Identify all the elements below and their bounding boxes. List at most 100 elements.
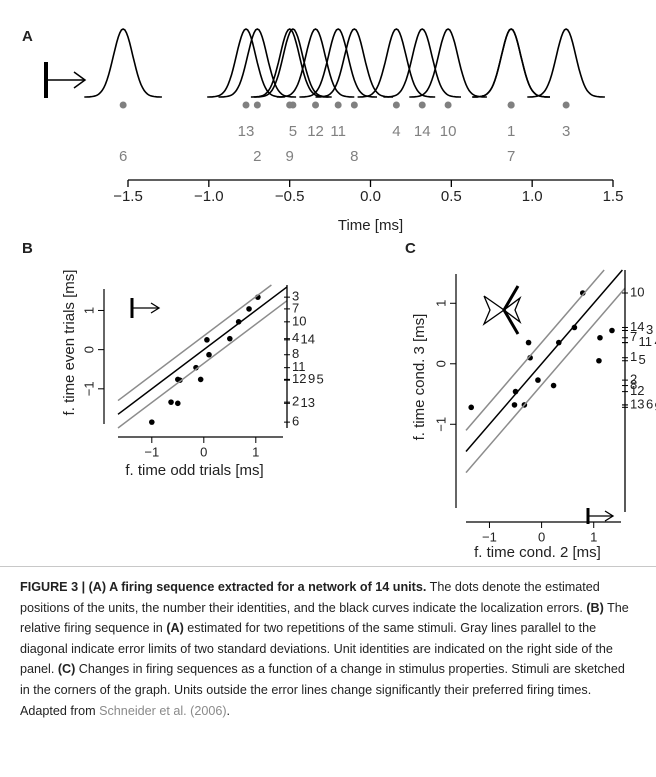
- unit-label: 12: [292, 371, 306, 386]
- unit-dot: [351, 102, 358, 109]
- unit-label: 13: [301, 395, 315, 410]
- x-tick-label: 0: [538, 529, 545, 544]
- x-tick-label: −0.5: [275, 188, 305, 205]
- error-curve: [409, 29, 487, 97]
- unit-label: 13: [238, 123, 255, 140]
- error-limit-line: [118, 285, 271, 401]
- error-limit-line: [466, 288, 625, 473]
- panel-letter: C: [405, 240, 416, 257]
- caption-bold: FIGURE 3 | (A) A firing sequence extract…: [20, 580, 426, 594]
- unit-dot: [286, 102, 293, 109]
- unit-label: 1: [630, 349, 637, 364]
- error-curve: [84, 29, 162, 97]
- x-axis-label: f. time cond. 2 [ms]: [474, 544, 601, 560]
- panel-letter: A: [22, 28, 33, 45]
- x-tick-label: 1: [590, 529, 597, 544]
- unit-label: 14: [414, 123, 431, 140]
- unit-label: 12: [307, 123, 324, 140]
- caption-link[interactable]: Schneider et al. (2006): [99, 704, 226, 718]
- unit-label: 5: [639, 352, 646, 367]
- x-axis-label: Time [ms]: [338, 217, 403, 234]
- unit-label: 9: [308, 371, 315, 386]
- point: [468, 405, 474, 411]
- caption-bold: (A): [166, 621, 183, 635]
- point: [175, 401, 181, 407]
- error-curve: [358, 29, 436, 97]
- point: [526, 340, 532, 346]
- y-axis-label: f. time even trials [ms]: [61, 270, 78, 416]
- unit-dot: [508, 102, 515, 109]
- point: [168, 399, 174, 405]
- caption-normal: .: [227, 704, 231, 718]
- unit-dot: [335, 102, 342, 109]
- unit-label: 2: [292, 394, 299, 409]
- unit-dot: [120, 102, 127, 109]
- unit-label: 7: [630, 329, 637, 344]
- plot-area: [149, 294, 261, 425]
- x-tick-label: −1.5: [113, 188, 143, 205]
- caption-bold: (C): [58, 662, 75, 676]
- unit-dot: [419, 102, 426, 109]
- point: [198, 377, 204, 383]
- unit-dot: [312, 102, 319, 109]
- unit-label: 4: [392, 123, 400, 140]
- point: [512, 402, 518, 408]
- x-tick-label: 0: [200, 444, 207, 459]
- unit-label: 11: [639, 334, 653, 349]
- unit-label: 2: [253, 148, 261, 165]
- x-tick-label: −1.0: [194, 188, 224, 205]
- unit-label: 6: [119, 148, 127, 165]
- x-tick-label: 1.0: [522, 188, 543, 205]
- x-tick-label: 1: [252, 444, 259, 459]
- unit-dot: [393, 102, 400, 109]
- unit-label: 1: [507, 123, 515, 140]
- x-tick-label: 0.0: [360, 188, 381, 205]
- point: [551, 383, 557, 389]
- y-tick-label: 1: [81, 307, 96, 314]
- point: [597, 335, 603, 341]
- unit-label: 11: [330, 123, 346, 140]
- unit-label: 6: [646, 396, 653, 411]
- caption-bold: (B): [586, 601, 603, 615]
- unit-label: 9: [285, 148, 293, 165]
- unit-label: 10: [440, 123, 457, 140]
- stimulus-icon: [132, 298, 159, 318]
- point: [596, 358, 602, 364]
- unit-label: 8: [350, 148, 358, 165]
- point: [206, 352, 212, 358]
- x-tick-label: 0.5: [441, 188, 462, 205]
- y-tick-label: 1: [433, 300, 448, 307]
- unit-label: 5: [289, 123, 297, 140]
- y-tick-label: −1: [433, 417, 448, 432]
- point: [609, 328, 615, 334]
- unit-dot: [254, 102, 261, 109]
- point: [149, 419, 155, 425]
- unit-label: 7: [507, 148, 515, 165]
- point: [246, 306, 252, 312]
- panel-letter: B: [22, 240, 33, 257]
- stimulus-icon: [484, 286, 520, 334]
- x-tick-label: −1: [144, 444, 159, 459]
- unit-label: 14: [301, 331, 315, 346]
- error-curve: [383, 29, 461, 97]
- error-curve: [472, 29, 550, 97]
- x-tick-label: −1: [482, 529, 497, 544]
- stimulus-icon: [46, 62, 85, 98]
- unit-dot: [445, 102, 452, 109]
- unit-label: 3: [562, 123, 570, 140]
- unit-label: 10: [292, 313, 306, 328]
- unit-label: 10: [630, 284, 644, 299]
- error-limit-line: [466, 270, 604, 430]
- unit-dot: [563, 102, 570, 109]
- y-tick-label: 0: [433, 360, 448, 367]
- error-curve: [527, 29, 605, 97]
- unit-label: 4: [292, 330, 299, 345]
- point: [535, 377, 541, 383]
- caption: FIGURE 3 | (A) A firing sequence extract…: [0, 566, 656, 777]
- error-limit-line: [118, 301, 287, 428]
- diagonal-line: [118, 287, 287, 414]
- unit-dot: [243, 102, 250, 109]
- point: [204, 337, 210, 343]
